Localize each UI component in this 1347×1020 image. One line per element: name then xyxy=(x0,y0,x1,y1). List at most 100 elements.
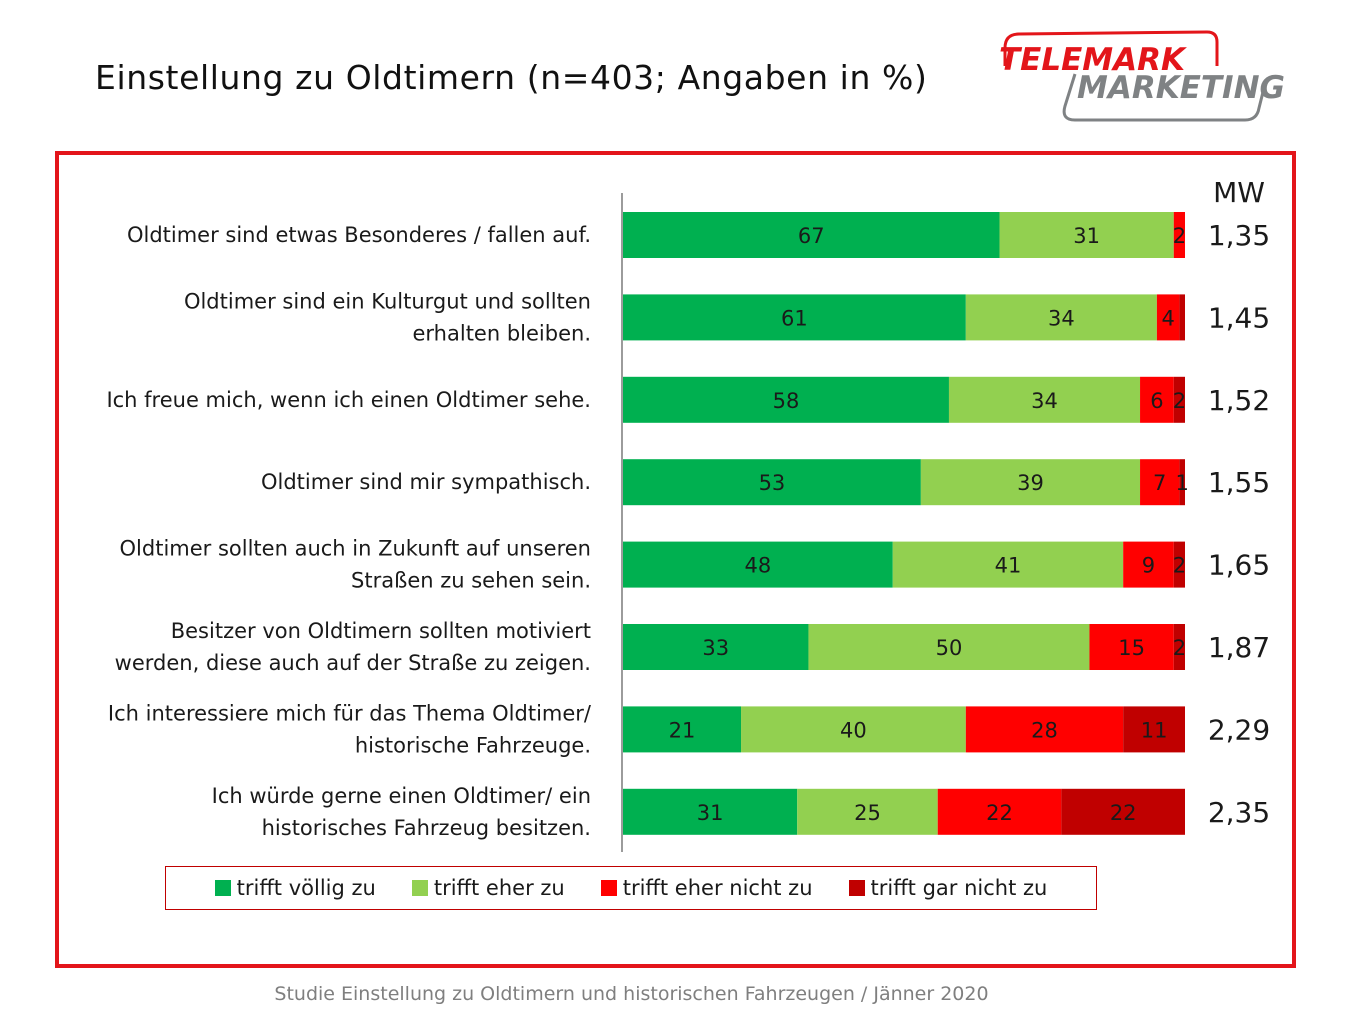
logo-text-marketing: MARKETING xyxy=(1077,70,1285,106)
data-label: 22 xyxy=(1110,801,1137,825)
legend-item: trifft völlig zu xyxy=(214,876,376,900)
chart-title: Einstellung zu Oldtimern (n=403; Angaben… xyxy=(95,58,928,97)
bar-segment xyxy=(1173,376,1185,423)
mw-value: 2,29 xyxy=(1208,713,1270,746)
data-label: 61 xyxy=(781,306,808,330)
bar-segment xyxy=(623,541,893,588)
bar-segment xyxy=(1089,624,1174,670)
bar-segment xyxy=(1123,706,1185,753)
category-label: Ich würde gerne einen Oldtimer/ ein xyxy=(212,784,591,808)
mw-value: 1,65 xyxy=(1208,549,1270,582)
legend-item: trifft eher nicht zu xyxy=(600,876,813,900)
legend-swatch xyxy=(411,880,428,896)
data-label: 31 xyxy=(1073,224,1100,248)
mw-value: 1,55 xyxy=(1208,466,1270,499)
logo-frame-red xyxy=(1003,30,1219,66)
bar-segment xyxy=(1061,788,1185,835)
bar-segment xyxy=(920,459,1141,506)
category-label: Ich interessiere mich für das Thema Oldt… xyxy=(108,701,592,725)
data-label: 2 xyxy=(1173,389,1186,413)
data-label: 21 xyxy=(669,718,696,742)
data-label: 33 xyxy=(702,636,729,660)
bar-segment xyxy=(808,624,1090,670)
data-label: 48 xyxy=(745,554,772,578)
data-label: 2 xyxy=(1173,636,1186,660)
category-label: Straßen zu sehen sein. xyxy=(351,569,591,593)
data-label: 34 xyxy=(1048,306,1075,330)
bar-segment xyxy=(623,376,949,423)
bar-segment xyxy=(948,376,1141,423)
mw-header: MW xyxy=(1213,176,1265,209)
bar-segment xyxy=(1173,212,1185,258)
data-label: 50 xyxy=(936,636,963,660)
legend-item: trifft eher zu xyxy=(411,876,565,900)
bar-segment xyxy=(623,212,1000,258)
data-label: 6 xyxy=(1150,389,1163,413)
category-label: werden, diese auch auf der Straße zu zei… xyxy=(115,651,591,675)
category-label: Ich freue mich, wenn ich einen Oldtimer … xyxy=(106,388,591,412)
data-label: 58 xyxy=(773,389,800,413)
data-label: 9 xyxy=(1142,554,1155,578)
data-label: 53 xyxy=(759,471,786,495)
data-label: 31 xyxy=(697,801,724,825)
data-label: 7 xyxy=(1153,471,1166,495)
bar-segment xyxy=(1179,294,1185,341)
bar-segment xyxy=(623,294,966,341)
chart-legend: trifft völlig zu trifft eher zu trifft ehe… xyxy=(165,866,1097,910)
bar-segment xyxy=(797,788,938,835)
legend-swatch xyxy=(600,880,617,896)
bar-segment xyxy=(1173,624,1185,670)
bar-segment xyxy=(1140,376,1174,423)
mw-value: 1,52 xyxy=(1208,384,1270,417)
data-label: 39 xyxy=(1017,471,1044,495)
logo-text-telemark: TELEMARK xyxy=(999,42,1187,78)
category-label: Oldtimer sind ein Kulturgut und sollten xyxy=(184,289,591,313)
legend-label: trifft eher zu xyxy=(433,876,565,900)
legend-label: trifft gar nicht zu xyxy=(870,876,1048,900)
mw-value: 1,35 xyxy=(1208,219,1270,252)
data-label: 28 xyxy=(1031,718,1058,742)
data-label: 15 xyxy=(1118,636,1145,660)
bar-segment xyxy=(1156,294,1180,341)
data-label: 2 xyxy=(1173,224,1186,248)
category-label: Oldtimer sind etwas Besonderes / fallen … xyxy=(127,223,591,247)
data-label: 1 xyxy=(1176,471,1189,495)
legend-label: trifft völlig zu xyxy=(236,876,376,900)
legend-swatch xyxy=(848,880,865,896)
category-label: Oldtimer sollten auch in Zukunft auf uns… xyxy=(120,537,591,561)
footer-source: Studie Einstellung zu Oldtimern und hist… xyxy=(274,983,989,1005)
category-label: erhalten bleiben. xyxy=(413,321,592,345)
data-label: 67 xyxy=(798,224,825,248)
data-label: 34 xyxy=(1031,389,1058,413)
data-label: 25 xyxy=(854,801,881,825)
bar-segment xyxy=(623,788,798,835)
category-label: historisches Fahrzeug besitzen. xyxy=(262,816,591,840)
legend-label: trifft eher nicht zu xyxy=(622,876,813,900)
telemark-marketing-logo: TELEMARK MARKETING xyxy=(999,30,1285,122)
bar-segment xyxy=(623,624,809,670)
bar-segment xyxy=(1173,541,1185,588)
bar-segment xyxy=(965,706,1124,753)
bar-segment xyxy=(741,706,966,753)
bar-segment xyxy=(965,294,1157,341)
logo-frame-gray xyxy=(1062,73,1265,122)
mw-value: 1,45 xyxy=(1208,301,1270,334)
legend-swatch xyxy=(214,880,231,896)
bar-segment xyxy=(1140,459,1180,506)
category-label: Oldtimer sind mir sympathisch. xyxy=(261,470,591,494)
data-label: 22 xyxy=(986,801,1013,825)
bar-segment xyxy=(937,788,1062,835)
mw-value: 2,35 xyxy=(1208,796,1270,829)
category-label: historische Fahrzeuge. xyxy=(355,733,591,757)
data-label: 2 xyxy=(1173,554,1186,578)
data-label: 40 xyxy=(840,718,867,742)
chart-frame xyxy=(55,151,1296,968)
data-label: 41 xyxy=(995,554,1022,578)
category-label: Besitzer von Oldtimern sollten motiviert xyxy=(171,619,591,643)
bar-segment xyxy=(1179,459,1185,506)
data-label: 4 xyxy=(1161,306,1174,330)
bar-segment xyxy=(623,706,742,753)
bar-segment xyxy=(1123,541,1174,588)
legend-item: trifft gar nicht zu xyxy=(848,876,1048,900)
